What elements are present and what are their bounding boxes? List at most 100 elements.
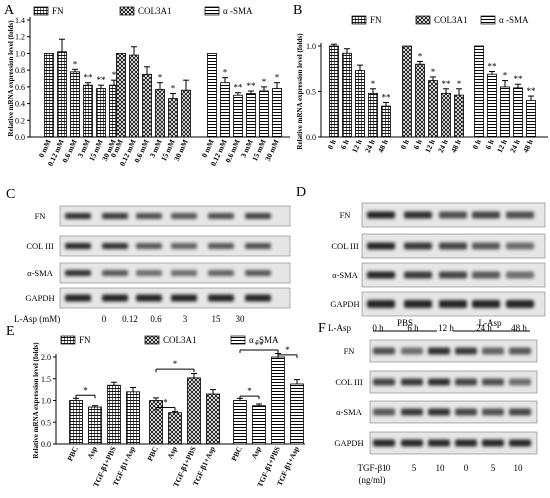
blot-lane-label: 30 bbox=[236, 314, 246, 324]
significance-mark: * bbox=[262, 77, 267, 87]
y-axis-title: Relative mRNA expression level (folds) bbox=[7, 20, 15, 137]
bar bbox=[233, 400, 247, 445]
significance-mark: ** bbox=[234, 83, 244, 93]
y-tick-label: 1.2 bbox=[15, 33, 25, 42]
blot-band bbox=[455, 378, 477, 386]
x-tick-label: 6 h bbox=[339, 137, 352, 150]
blot-band bbox=[482, 408, 504, 416]
blot-band bbox=[439, 211, 467, 219]
blot-lane-label: 0 bbox=[464, 463, 469, 473]
legend-label: FN bbox=[52, 6, 64, 16]
bar bbox=[126, 391, 140, 445]
significance-mark: ** bbox=[97, 75, 107, 85]
bar bbox=[116, 53, 126, 138]
blot-lane-label: 0 h bbox=[372, 323, 384, 333]
blot-band bbox=[373, 347, 395, 355]
y-tick-label: 0.5 bbox=[306, 88, 316, 97]
blot-band bbox=[171, 270, 197, 276]
panel-label-b: B bbox=[293, 3, 302, 18]
western-blot-c: FN COL III α-SMA GAPDH L-Asp (mM) 0 0.12 0.6 3 15… bbox=[14, 205, 291, 324]
blot-band bbox=[102, 243, 128, 249]
bar bbox=[415, 63, 425, 138]
bar bbox=[142, 73, 152, 138]
group-label: L-Asp bbox=[479, 318, 502, 328]
blot-band bbox=[404, 300, 432, 308]
bar bbox=[168, 412, 182, 445]
blot-band bbox=[245, 243, 271, 249]
bar bbox=[454, 94, 464, 138]
blot-band bbox=[367, 242, 395, 250]
blot-band bbox=[245, 213, 271, 219]
blot-band bbox=[509, 347, 531, 355]
legend-label: α -SMA bbox=[499, 15, 529, 25]
y-tick-label: 1.4 bbox=[15, 16, 25, 25]
blot-row-label: α-SMA bbox=[332, 270, 359, 280]
bar bbox=[329, 45, 339, 138]
blot-row-label: FN bbox=[344, 346, 355, 356]
bar bbox=[441, 92, 451, 138]
panel-label-e: E bbox=[6, 324, 15, 339]
blot-band bbox=[65, 270, 91, 276]
blot-band bbox=[455, 439, 477, 447]
x-tick-label: 48 h bbox=[376, 137, 390, 154]
x-tick-label: 12 h bbox=[350, 137, 364, 154]
y-tick-label: 0.0 bbox=[15, 133, 25, 142]
significance-mark: ** bbox=[382, 92, 392, 102]
x-tick-label: 24 h bbox=[363, 137, 377, 154]
x-tick-label: Asp bbox=[165, 445, 178, 460]
blot-lane-label: 24 h bbox=[476, 323, 492, 333]
blot-band bbox=[472, 300, 500, 308]
y-tick-label: 0.4 bbox=[15, 100, 25, 109]
bar bbox=[107, 384, 121, 445]
bar bbox=[513, 87, 523, 138]
legend-label: α -SMA bbox=[249, 335, 279, 345]
bar bbox=[168, 98, 178, 138]
blot-band bbox=[136, 270, 162, 276]
blot-band bbox=[373, 378, 395, 386]
blot-row-label: α-SMA bbox=[27, 268, 54, 278]
bar bbox=[500, 86, 510, 138]
blot-band bbox=[401, 347, 423, 355]
bar bbox=[428, 80, 438, 138]
blot-band bbox=[208, 213, 234, 219]
blot-row-label: FN bbox=[340, 210, 351, 220]
significance-mark: * bbox=[171, 84, 176, 94]
significance-mark: ** bbox=[84, 73, 94, 83]
blot-row-label: GAPDH bbox=[330, 299, 359, 309]
blot-band bbox=[455, 408, 477, 416]
blot-lane-label: 0.6 bbox=[150, 314, 162, 324]
significance-mark: * bbox=[158, 73, 163, 83]
bar bbox=[206, 393, 220, 445]
blot-band bbox=[208, 294, 234, 302]
blot-band bbox=[472, 211, 500, 219]
blot-band bbox=[428, 408, 450, 416]
blot-band bbox=[373, 408, 395, 416]
legend-swatch bbox=[351, 15, 367, 25]
significance-mark: ** bbox=[527, 86, 537, 96]
y-tick-label: 0.2 bbox=[15, 116, 25, 125]
significance-mark: * bbox=[457, 79, 462, 89]
legend-label: COL3A1 bbox=[163, 335, 197, 345]
blot-band bbox=[482, 378, 504, 386]
y-tick-label: 0.6 bbox=[15, 83, 25, 92]
bar bbox=[70, 71, 80, 138]
blot-band bbox=[506, 242, 534, 250]
bar bbox=[487, 73, 497, 138]
x-tick-label: PBC bbox=[65, 445, 79, 462]
legend-swatch bbox=[33, 6, 49, 16]
blot-band bbox=[428, 439, 450, 447]
bar bbox=[155, 88, 165, 138]
blot-band bbox=[65, 213, 91, 219]
bar bbox=[220, 82, 230, 138]
blot-band bbox=[506, 300, 534, 308]
legend-swatch bbox=[119, 6, 135, 16]
bar bbox=[207, 53, 217, 138]
blot-band bbox=[65, 294, 91, 302]
x-tick-label: 0 h bbox=[326, 137, 339, 150]
blot-strip bbox=[369, 400, 538, 424]
legend-swatch bbox=[60, 335, 76, 345]
blot-row-label: COL III bbox=[335, 377, 362, 387]
blot-band bbox=[509, 408, 531, 416]
blot-x-label: L-Asp (mM) bbox=[14, 314, 60, 324]
